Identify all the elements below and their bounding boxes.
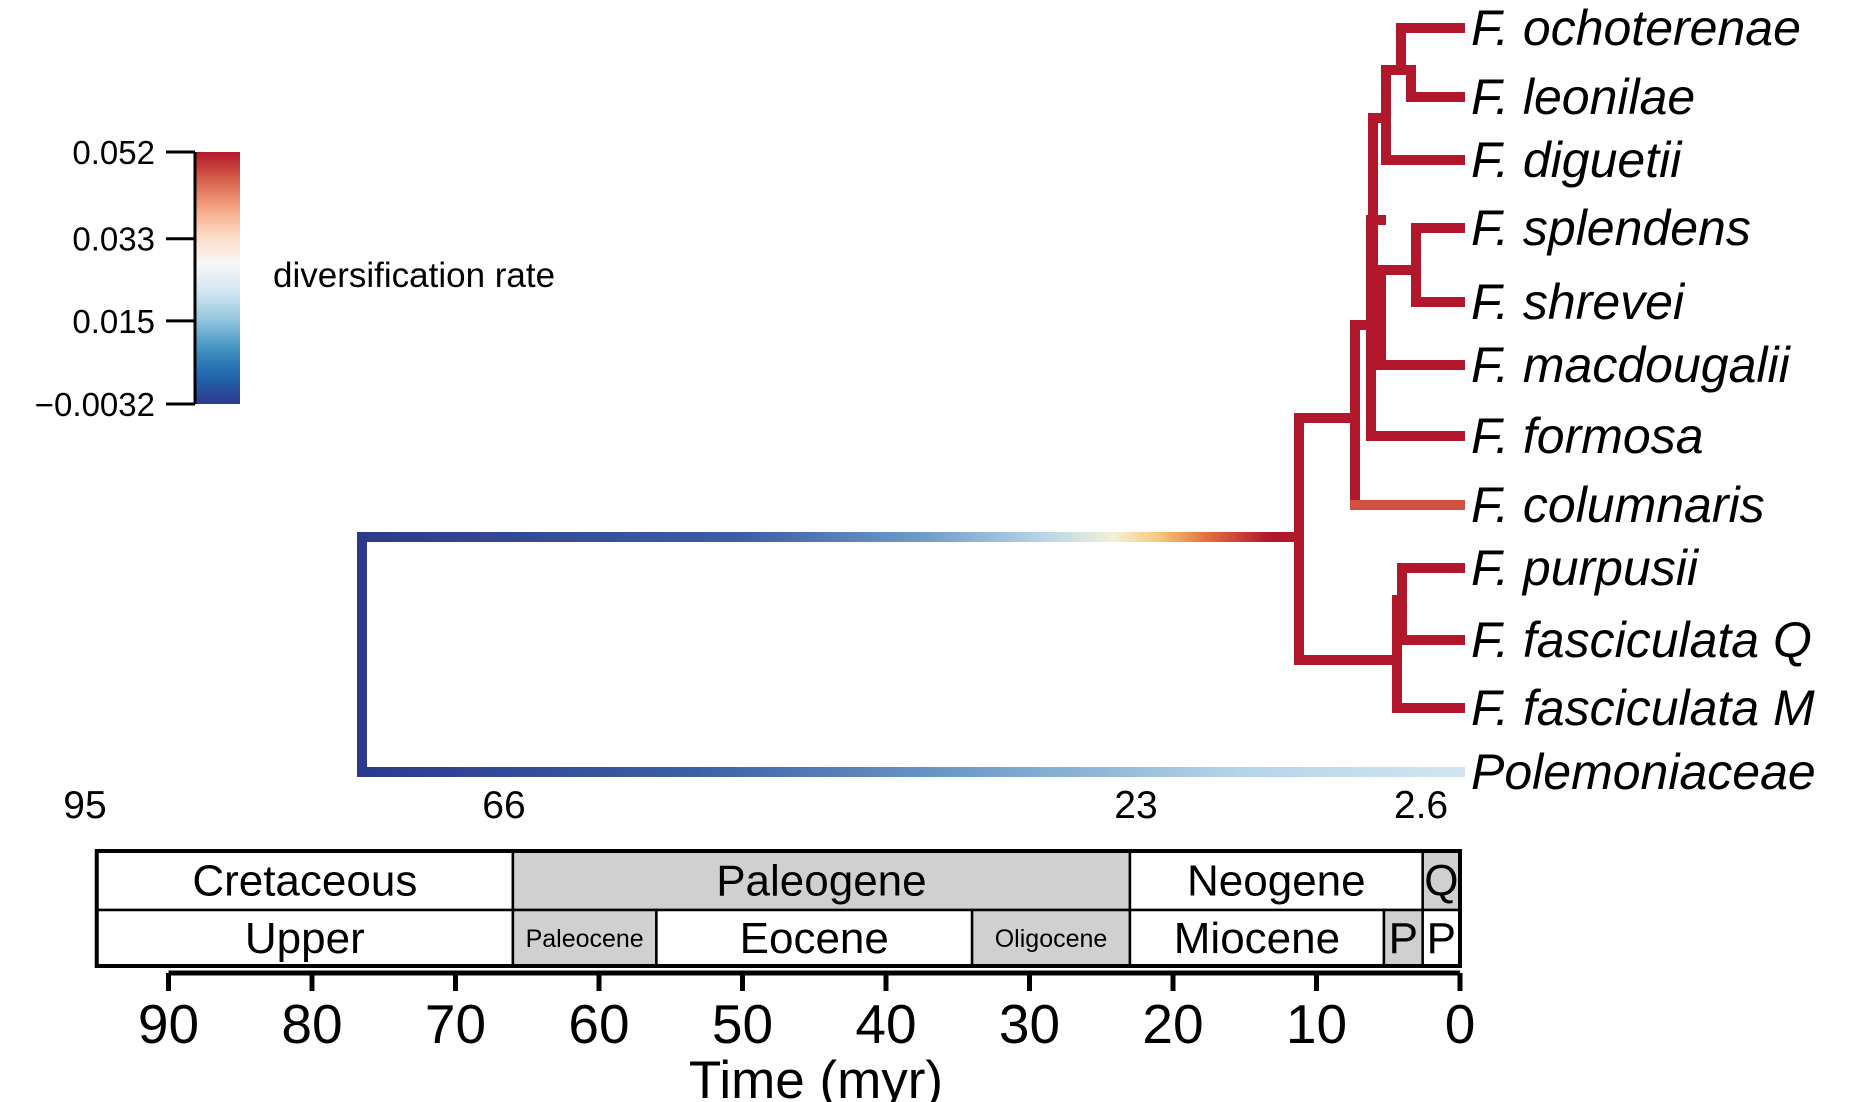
geologic-timescale: Cretaceous Paleogene Neogene Q Upper Paleocen… <box>94 849 1462 968</box>
timescale-label: P <box>1427 914 1456 963</box>
legend-colorbar <box>195 152 240 404</box>
tip-labels: F. ochoterenae F. leonilae F. diguetii F. s… <box>1471 0 1816 800</box>
legend-title: diversification rate <box>273 256 555 295</box>
tip-label: F. macdougalii <box>1471 337 1792 393</box>
timescale-label: Paleocene <box>526 925 644 953</box>
boundary-age: 66 <box>482 784 525 827</box>
timescale-label: Q <box>1424 857 1458 906</box>
tip-label: F. splendens <box>1471 200 1751 256</box>
legend-tick-label: 0.052 <box>72 134 155 171</box>
axis-title: Time (myr) <box>689 1051 943 1102</box>
tip-label: F. purpusii <box>1471 540 1700 596</box>
axis-tick-label: 30 <box>999 993 1060 1055</box>
timescale-label: Oligocene <box>995 925 1108 953</box>
axis-tick-label: 90 <box>138 993 199 1055</box>
axis-tick-label: 70 <box>425 993 486 1055</box>
timescale-label: Upper <box>245 914 365 963</box>
tip-label: F. columnaris <box>1471 477 1765 533</box>
legend-tick-label: 0.033 <box>72 221 155 258</box>
axis-tick-label: 20 <box>1142 993 1203 1055</box>
timescale-label: P <box>1389 914 1418 963</box>
boundary-ages: 95 66 23 2.6 <box>63 784 1448 827</box>
boundary-age: 2.6 <box>1394 784 1448 827</box>
tip-label: F. shrevei <box>1471 274 1686 330</box>
timescale-cell <box>1421 849 1462 912</box>
time-axis: 90 80 70 60 50 40 30 20 10 0 <box>138 970 1476 1055</box>
tip-label: F. diguetii <box>1471 132 1683 188</box>
timescale-label: Miocene <box>1174 914 1340 963</box>
legend-ticks: 0.052 0.033 0.015 −0.0032 <box>35 134 195 423</box>
axis-tick-label: 40 <box>855 993 916 1055</box>
tip-label: F. ochoterenae <box>1471 0 1801 56</box>
phylogenetic-tree <box>357 23 1465 777</box>
timescale-label: Neogene <box>1187 857 1366 906</box>
boundary-age: 95 <box>63 784 106 827</box>
tip-label: F. formosa <box>1471 408 1704 464</box>
axis-tick-label: 60 <box>568 993 629 1055</box>
timescale-label: Paleogene <box>716 857 926 906</box>
boundary-age: 23 <box>1114 784 1157 827</box>
axis-tick-label: 10 <box>1286 993 1347 1055</box>
timescale-cell <box>1421 908 1462 968</box>
axis-tick-label: 0 <box>1445 993 1476 1055</box>
timescale-label: Cretaceous <box>192 857 417 906</box>
timescale-label: Eocene <box>740 914 889 963</box>
axis-tick-label: 80 <box>281 993 342 1055</box>
legend-tick-label: −0.0032 <box>35 386 155 423</box>
tip-label: F. leonilae <box>1471 69 1695 125</box>
tip-label: F. fasciculata Q <box>1471 612 1812 668</box>
axis-tick-label: 50 <box>712 993 773 1055</box>
legend-tick-label: 0.015 <box>72 303 155 340</box>
color-legend: 0.052 0.033 0.015 −0.0032 diversification r… <box>35 134 555 423</box>
tip-label: F. fasciculata M <box>1471 680 1815 736</box>
tip-label: Polemoniaceae <box>1471 744 1816 800</box>
timescale-frame <box>94 849 1462 968</box>
